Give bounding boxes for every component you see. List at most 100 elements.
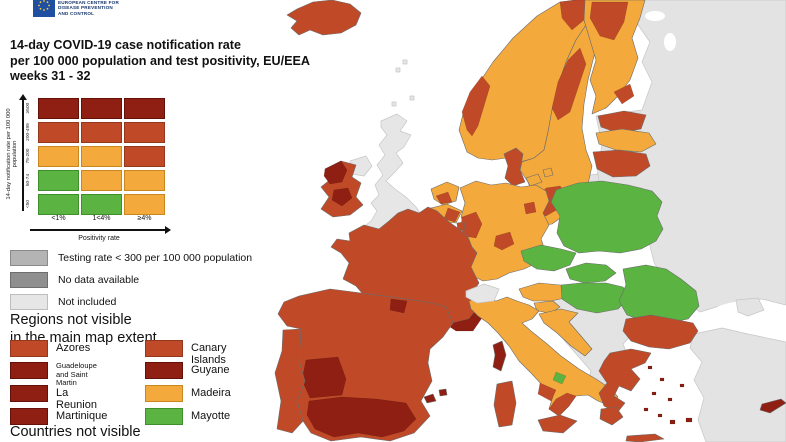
mayotte-swatch xyxy=(145,408,183,425)
map-region-turkey xyxy=(689,327,786,442)
x-axis-label: Positivity rate xyxy=(78,235,120,242)
matrix-cell-1-0 xyxy=(38,122,79,143)
regions-heading-line-1: Regions not visible xyxy=(10,312,132,328)
map-region-cyprus xyxy=(759,398,786,414)
y-axis-arrowhead xyxy=(18,94,27,100)
map-region-crimea xyxy=(735,297,765,317)
y-axis-label: 14-day notification rate per 100 000 pop… xyxy=(6,108,18,200)
map-region-ireland-midlands xyxy=(331,187,353,207)
map-region-estonia xyxy=(597,110,647,134)
map-region-sicily xyxy=(537,414,578,434)
matrix-cell-1-1 xyxy=(81,122,122,143)
matrix-row-label-2: 75-200 xyxy=(26,148,31,164)
no-data-label: No data available xyxy=(58,274,140,286)
matrix-cell-0-0 xyxy=(38,98,79,119)
ecdc-logo-flag xyxy=(33,0,55,17)
canary-islands-label: Canary Islands xyxy=(191,342,227,366)
risk-matrix-legend: 14-day notification rate per 100 000 pop… xyxy=(0,0,200,245)
not-included-swatch xyxy=(10,294,48,310)
map-region-lithuania xyxy=(592,149,651,178)
matrix-cell-4-2 xyxy=(124,194,165,215)
logo-line: AND CONTROL xyxy=(58,10,95,16)
map-title: 14-day COVID-19 case notification rate p… xyxy=(10,38,310,85)
matrix-cell-2-2 xyxy=(124,146,165,167)
matrix-cell-3-1 xyxy=(81,170,122,191)
testing-rate-label: Testing rate < 300 per 100 000 populatio… xyxy=(58,252,253,264)
map-region-ireland-northwest xyxy=(323,160,348,185)
map-region-spain-extremadura xyxy=(301,356,347,399)
map-region-portugal xyxy=(274,328,306,434)
matrix-row-label-0: ≥500 xyxy=(26,102,31,114)
map-region-balearics-minor xyxy=(438,388,448,397)
y-axis-line xyxy=(22,99,24,211)
madeira-label: Madeira xyxy=(191,387,231,399)
map-region-denmark-islands xyxy=(525,173,543,187)
matrix-cell-1-2 xyxy=(124,122,165,143)
map-region-bulgaria xyxy=(622,314,699,350)
matrix-row-label-1: 200-499 xyxy=(26,123,31,141)
guyane-label: Guyane xyxy=(191,364,230,376)
map-region-netherlands-south xyxy=(435,191,453,205)
map-region-norway-west xyxy=(461,75,491,137)
matrix-col-label-2: ≥4% xyxy=(137,215,152,222)
map-region-crete xyxy=(625,433,665,442)
map-region-finland-north xyxy=(589,1,629,41)
map-region-poland xyxy=(550,180,664,254)
map-region-greece-peloponnese xyxy=(599,406,624,426)
map-region-czechia xyxy=(520,244,577,272)
matrix-cell-0-1 xyxy=(81,98,122,119)
map-region-balearics xyxy=(423,393,437,404)
map-region-spain-andalusia xyxy=(306,396,417,438)
guadeloupe-label: Guadeloupe and Saint Martin xyxy=(56,361,97,387)
map-region-germany-berlin xyxy=(523,201,537,215)
matrix-cell-3-2 xyxy=(124,170,165,191)
ecdc-logo-text: EUROPEAN CENTRE FOR DISEASE PREVENTION A… xyxy=(58,0,119,16)
lake-ladoga xyxy=(645,11,665,21)
title-line-2: per 100 000 population and test positivi… xyxy=(10,53,310,68)
map-region-finland-southeast xyxy=(613,83,635,105)
matrix-row-label-3: 50-74 xyxy=(26,173,31,187)
matrix-cell-3-0 xyxy=(38,170,79,191)
guyane-swatch xyxy=(145,362,183,379)
matrix-col-label-1: 1<4% xyxy=(92,215,111,222)
map-region-spain-navarra xyxy=(389,298,408,314)
guadeloupe-swatch xyxy=(10,362,48,379)
map-region-belgium-east xyxy=(443,207,461,223)
lake-onega xyxy=(664,33,676,51)
map-region-sweden-mid xyxy=(551,47,587,121)
map-region-slovakia xyxy=(565,262,617,284)
matrix-cell-2-1 xyxy=(81,146,122,167)
map-region-iceland xyxy=(286,0,362,36)
logo-line: DISEASE PREVENTION xyxy=(58,5,113,11)
no-data-swatch xyxy=(10,272,48,288)
title-line-3: weeks 31 - 32 xyxy=(10,69,91,83)
la-reunion-label: La Reunion xyxy=(56,387,97,411)
not-included-label: Not included xyxy=(58,296,117,308)
testing-rate-swatch xyxy=(10,250,48,266)
matrix-cell-2-0 xyxy=(38,146,79,167)
title-line-1: 14-day COVID-19 case notification rate xyxy=(10,38,241,52)
map-region-greece xyxy=(598,348,652,414)
azores-label: Azores xyxy=(56,342,91,354)
matrix-cell-4-0 xyxy=(38,194,79,215)
map-region-denmark-jutland xyxy=(503,147,526,187)
matrix-cell-0-2 xyxy=(124,98,165,119)
azores-swatch xyxy=(10,340,48,357)
map-region-germany-center xyxy=(493,231,515,251)
countries-not-visible-heading: Countries not visible in the main map ex… xyxy=(10,423,157,442)
map-region-denmark-isle2 xyxy=(542,167,554,178)
la-reunion-swatch xyxy=(10,385,48,402)
martinique-label: Martinique xyxy=(56,410,108,422)
x-axis-line xyxy=(30,229,166,231)
map-region-italy-molise xyxy=(552,371,567,385)
map-region-latvia xyxy=(595,128,657,153)
map-region-romania xyxy=(618,264,700,324)
matrix-row-label-4: <50 xyxy=(26,199,31,209)
ecdc-logo-stars-icon xyxy=(38,0,50,11)
map-region-uk-islands xyxy=(391,59,415,107)
countries-heading-line-1: Countries not visible xyxy=(10,424,141,440)
logo-line: EUROPEAN CENTRE FOR xyxy=(58,0,119,5)
matrix-cell-4-1 xyxy=(81,194,122,215)
